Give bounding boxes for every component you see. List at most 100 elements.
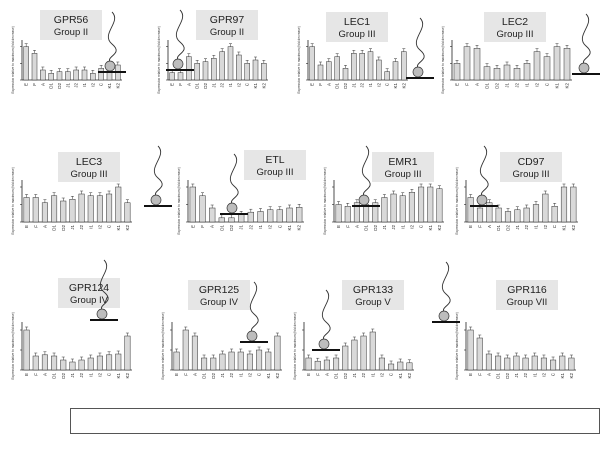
bar-d2: [60, 200, 67, 223]
x-tick-label: I2: [541, 373, 546, 377]
bar-e: [173, 351, 180, 371]
bar-k1: [559, 355, 566, 371]
chart-subtitle: Group II: [54, 27, 88, 38]
chart-subtitle: Group III: [497, 29, 534, 40]
gps-domain-icon: [318, 338, 330, 350]
bar-e: [453, 63, 461, 81]
x-tick-label: J2: [248, 225, 253, 230]
x-tick-label: D2: [61, 373, 66, 379]
bar-a: [186, 56, 192, 81]
x-tick-label: A: [186, 83, 191, 86]
x-tick-label: J1: [514, 373, 519, 378]
bar-c: [388, 363, 395, 371]
x-tick-label: D1: [195, 83, 200, 89]
x-tick-label: D1: [335, 83, 340, 89]
x-tick-label: F: [318, 83, 323, 86]
extracellular-chain: [361, 145, 371, 197]
extracellular-chain: [175, 9, 185, 61]
x-tick-label: K2: [569, 373, 574, 379]
x-tick-label: D2: [343, 373, 348, 379]
x-tick-label: D2: [373, 225, 378, 231]
x-tick-label: D2: [506, 225, 511, 231]
bar-j1: [351, 53, 357, 81]
bar-d1: [201, 357, 208, 371]
bar-d1: [194, 63, 200, 81]
bar-a: [473, 48, 481, 81]
extracellular-chain: [153, 145, 163, 197]
bar-i1: [227, 46, 234, 81]
bar-j2: [359, 53, 365, 81]
bar-c: [551, 206, 558, 223]
x-tick-label: I2: [97, 373, 102, 377]
x-tick-label: C: [245, 82, 250, 86]
x-tick-label: I2: [379, 373, 384, 377]
x-tick-label: A: [326, 83, 331, 86]
bar-j2: [523, 207, 530, 223]
bar-i2: [96, 195, 103, 223]
x-tick-label: I2: [543, 225, 548, 229]
bar-i1: [87, 357, 94, 371]
x-tick-label: A: [486, 373, 491, 376]
x-tick-label: I1: [238, 373, 243, 377]
chart-subtitle: Group III: [513, 169, 550, 180]
gps-domain-icon: [476, 194, 488, 206]
x-tick-label: A: [487, 225, 492, 228]
x-tick-label: E: [455, 83, 460, 86]
bar-j1: [514, 209, 521, 223]
chart-subtitle: Group III: [339, 29, 376, 40]
bar-j1: [65, 71, 71, 81]
bar-k1: [265, 351, 272, 371]
bar-d1: [495, 355, 502, 371]
x-tick-label: K2: [261, 83, 266, 89]
x-tick-label: D1: [496, 373, 501, 379]
bar-f: [31, 53, 38, 81]
x-tick-label: J2: [515, 83, 520, 88]
receptor-schematic-icon: [220, 153, 248, 215]
y-axis-label: Expression relative to maximum (fold dec…: [297, 26, 301, 93]
bar-d2: [228, 217, 235, 223]
x-tick-label: D1: [496, 225, 501, 231]
bar-j1: [351, 339, 358, 371]
extracellular-chain: [249, 281, 259, 333]
x-tick-label: I1: [368, 83, 373, 87]
x-tick-label: D1: [485, 83, 490, 89]
x-tick-label: I1: [228, 83, 233, 87]
chart-title: GPR56: [54, 14, 89, 26]
bar-j2: [390, 193, 397, 223]
extracellular-chain: [229, 153, 239, 205]
x-tick-label: K2: [407, 373, 412, 379]
chart-title-box: [58, 278, 120, 308]
bar-i1: [532, 204, 540, 223]
bar-f: [317, 64, 324, 81]
x-tick-label: C: [107, 224, 112, 228]
x-tick-label: E: [336, 225, 341, 228]
bar-j1: [69, 199, 76, 223]
bar-i2: [376, 59, 382, 81]
bar-a: [41, 354, 48, 371]
x-tick-label: E: [468, 373, 473, 376]
bar-i1: [399, 195, 406, 223]
bar-k1: [252, 59, 259, 81]
bar-e: [23, 329, 30, 371]
chart-subtitle: Group III: [71, 169, 108, 180]
bar-d1: [218, 217, 225, 223]
bar-j1: [513, 355, 520, 371]
x-tick-label: K1: [287, 225, 292, 231]
x-tick-label: K2: [297, 225, 302, 231]
extracellular-chain: [99, 259, 109, 311]
bar-f: [476, 207, 484, 223]
x-tick-label: A: [42, 373, 47, 376]
y-axis-label: Expression relative to maximum (fold dec…: [323, 167, 327, 234]
x-tick-label: I2: [535, 83, 540, 87]
chart-title-box: [372, 152, 434, 182]
y-axis-label: Expression relative to maximum (fold dec…: [11, 167, 15, 234]
bar-j1: [211, 58, 217, 81]
chart-title: ETL: [265, 154, 284, 166]
bar-k1: [392, 61, 399, 81]
x-tick-label: I1: [370, 373, 375, 377]
bar-c: [244, 63, 250, 81]
bar-d2: [342, 68, 349, 81]
receptor-schematic-icon: [166, 9, 194, 71]
bar-j2: [247, 211, 254, 223]
